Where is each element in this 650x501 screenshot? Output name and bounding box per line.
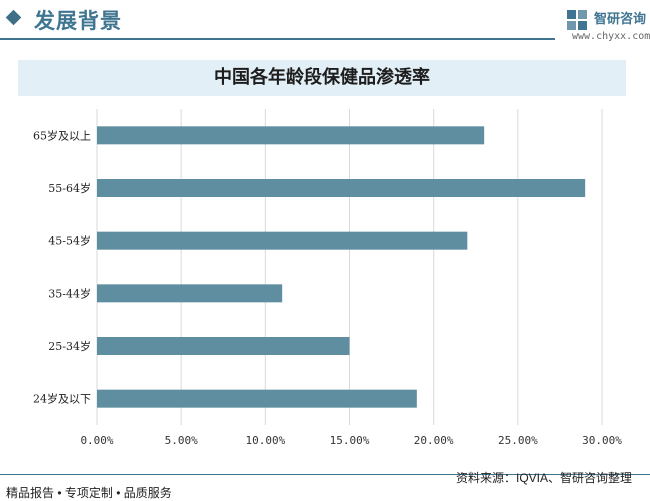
x-tick-label: 0.00% [80, 434, 113, 447]
header: 发展背景 智研咨询 www.chyxx.com [0, 0, 650, 42]
x-tick-label: 20.00% [414, 434, 454, 447]
bar-5 [97, 389, 417, 408]
page-title: 发展背景 [34, 9, 122, 33]
bar-0 [97, 126, 485, 145]
footer-divider [0, 474, 650, 475]
source-note: 资料来源：IQVIA、智研咨询整理 [456, 471, 633, 485]
category-label: 25-34岁 [48, 339, 91, 353]
footer-slogan: 精品报告 • 专项定制 • 品质服务 [6, 486, 172, 500]
bar-1 [97, 179, 586, 197]
chart-title-bar: 中国各年龄段保健品渗透率 [18, 60, 626, 96]
x-tick-label: 25.00% [498, 434, 538, 447]
bar-4 [97, 337, 350, 355]
category-label: 65岁及以上 [33, 128, 91, 142]
bar-2 [97, 231, 468, 250]
bar-chart: 0.00% 5.00% 10.00% 15.00% 20.00% 25.00% 30.00%… [33, 109, 622, 447]
category-label: 45-54岁 [48, 234, 91, 248]
category-label: 24岁及以下 [33, 392, 91, 406]
category-label: 35-44岁 [48, 286, 91, 300]
logo-url: www.chyxx.com [572, 31, 650, 42]
category-label: 55-64岁 [48, 181, 91, 195]
logo-icon [567, 10, 587, 30]
chart-title: 中国各年龄段保健品渗透率 [214, 67, 430, 88]
logo-name: 智研咨询 [594, 11, 647, 26]
header-divider [0, 38, 555, 40]
x-tick-label: 15.00% [330, 434, 370, 447]
bar-3 [97, 284, 283, 303]
x-tick-label: 30.00% [582, 434, 622, 447]
x-tick-label: 5.00% [165, 434, 198, 447]
x-tick-label: 10.00% [245, 434, 285, 447]
